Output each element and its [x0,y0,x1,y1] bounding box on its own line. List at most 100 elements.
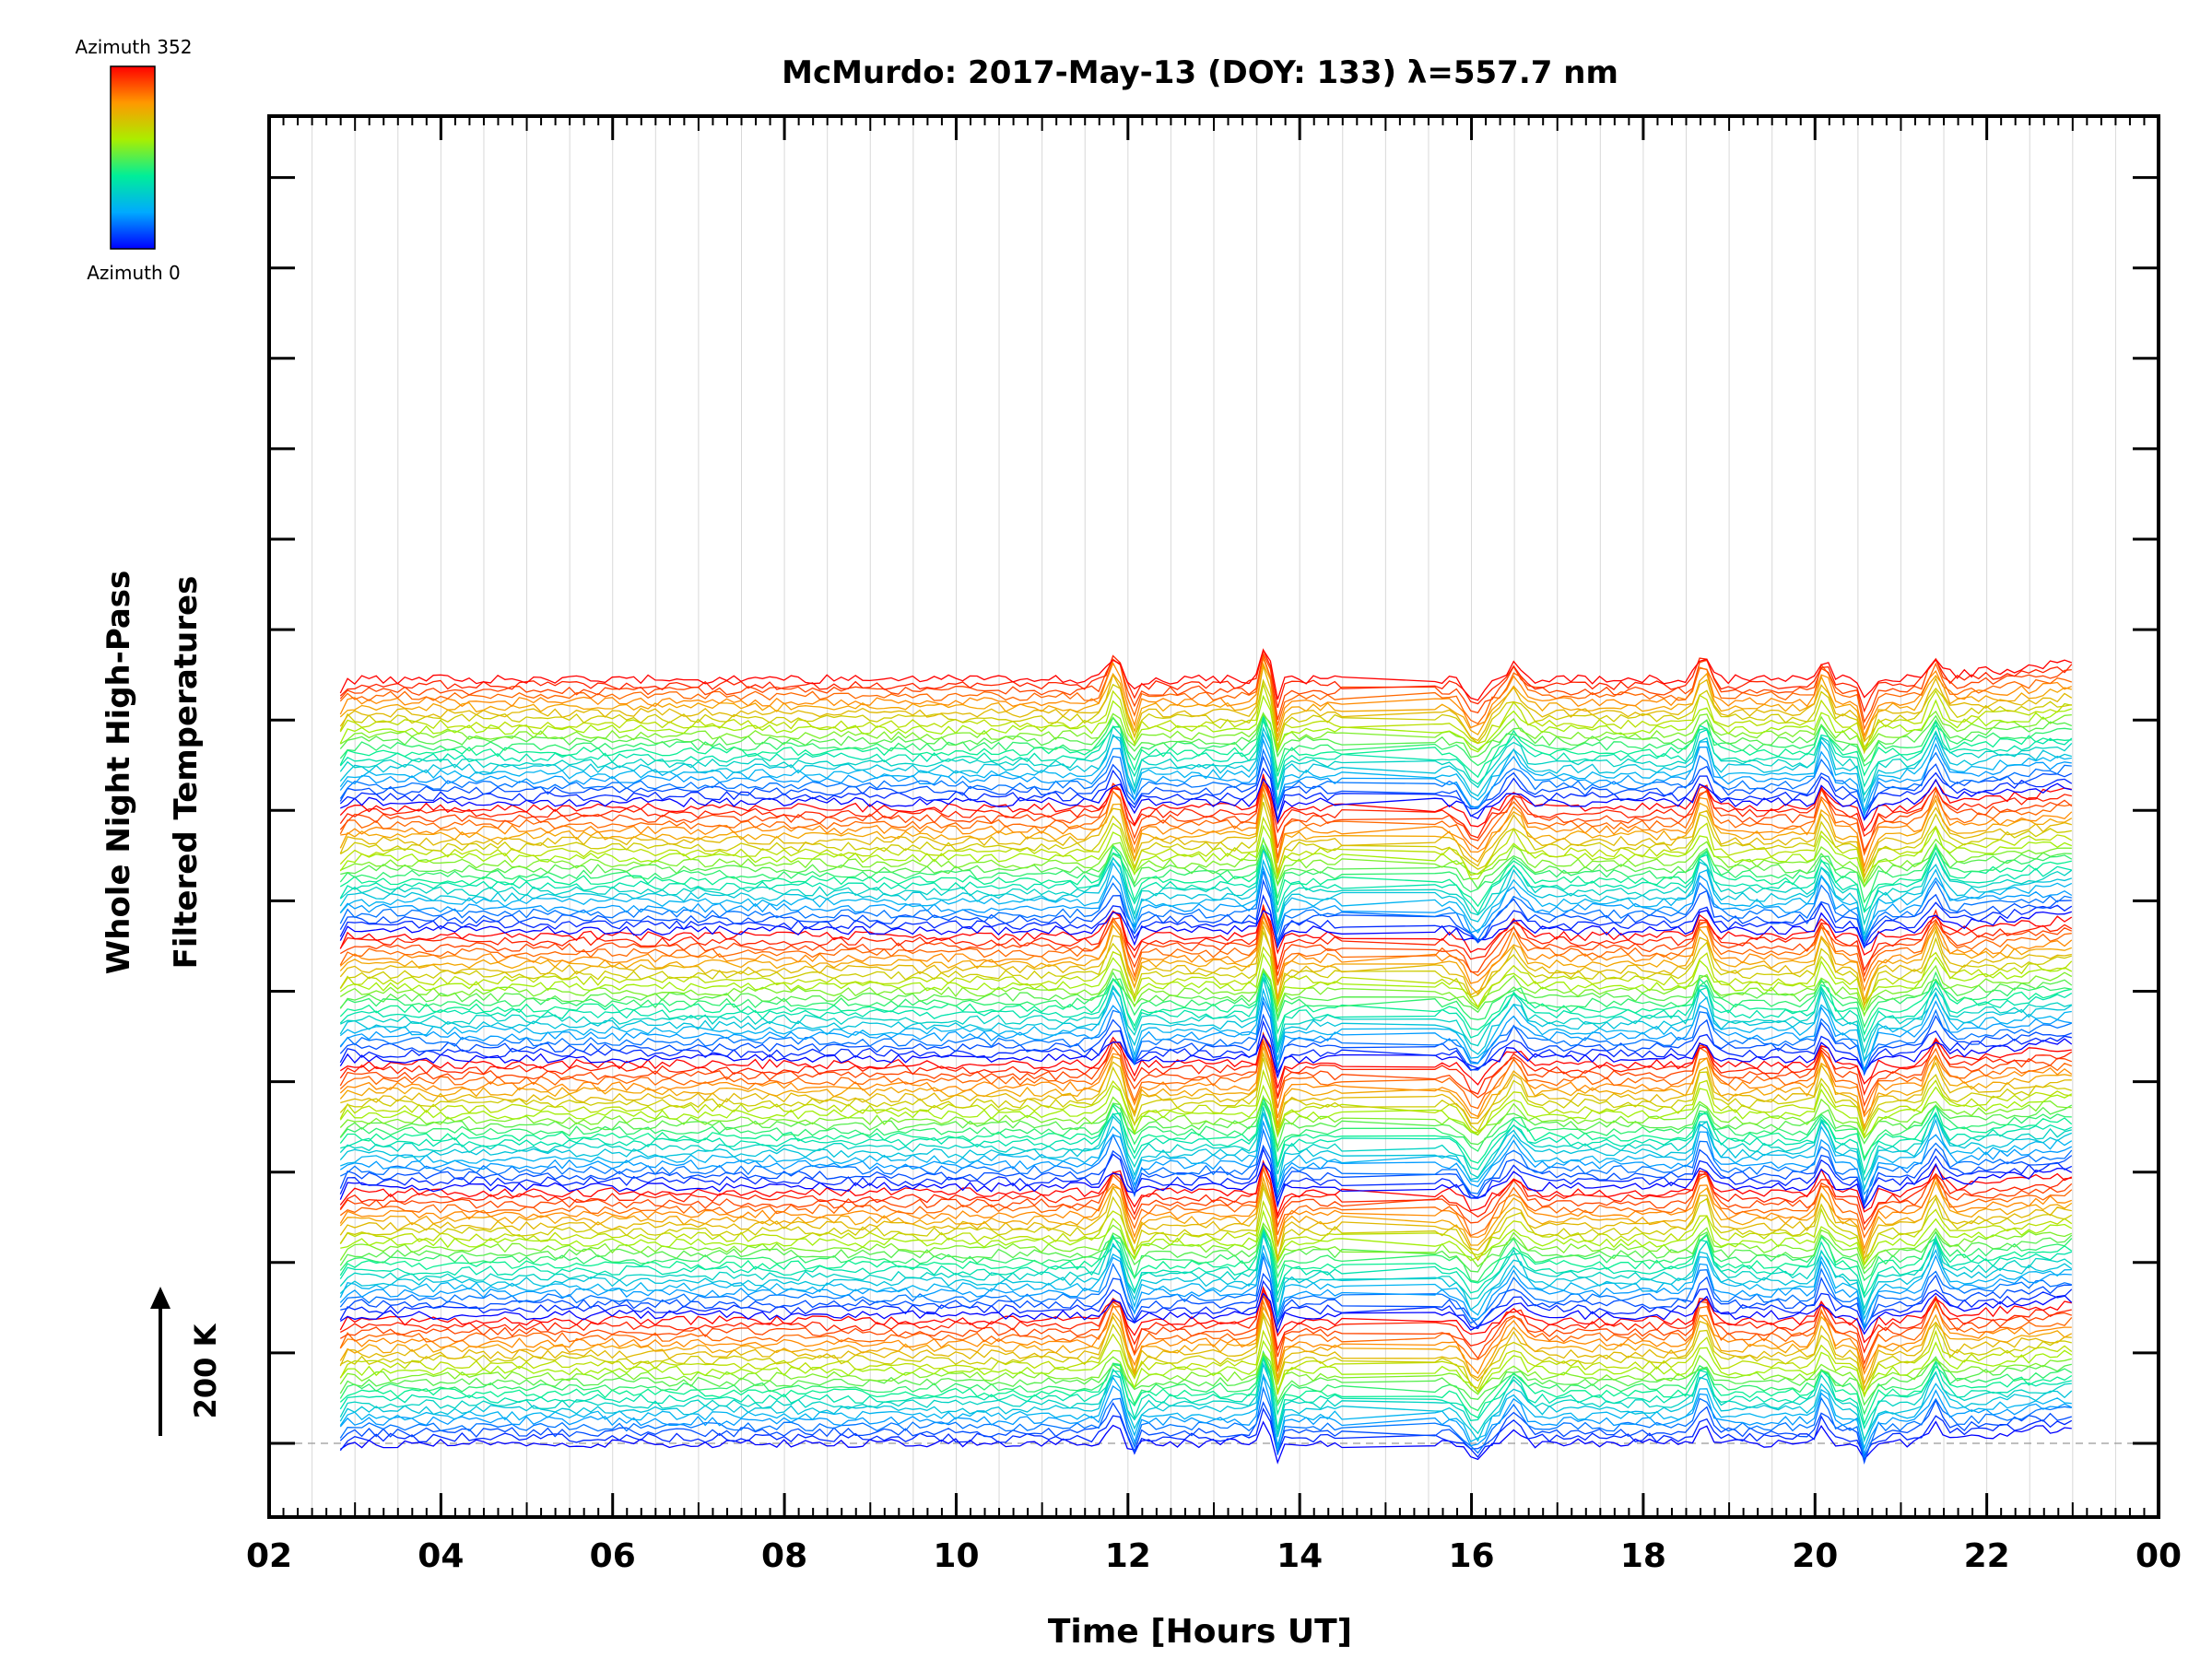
azimuth-series-line [339,1096,2072,1139]
azimuth-series-line [339,865,2073,941]
azimuth-series-line [339,1349,2073,1416]
azimuth-series-line [339,878,2072,947]
azimuth-series-line [339,732,2072,812]
tick-labels: 02 04 06 08 10 12 14 16 18 20 22 00 [246,1537,2182,1575]
azimuth-series-line [339,694,2073,753]
azimuth-series-line [339,1046,2072,1131]
x-tick-label: 10 [933,1537,979,1575]
azimuth-series-line [339,1222,2073,1270]
azimuth-series-line [339,987,2072,1063]
azimuth-series-line [339,904,2073,978]
azimuth-series-line [339,710,2072,754]
x-tick-label: 20 [1792,1537,1838,1575]
azimuth-series-line [339,836,2073,904]
colorbar-bottom-label: Azimuth 0 [87,262,181,284]
azimuth-series-line [339,1159,2073,1218]
azimuth-series-line [339,1144,2073,1205]
scale-arrowhead [150,1287,171,1309]
azimuth-series-line [339,946,2073,1008]
azimuth-series-line [339,952,2073,1012]
azimuth-series-line [339,1199,2073,1266]
x-tick-label: 04 [418,1537,464,1575]
x-tick-label: 22 [1964,1537,2010,1575]
azimuth-series-line [339,787,2073,874]
azimuth-series-line [339,1362,2073,1442]
azimuth-series-line [339,794,2072,879]
scale-label: 200 K [188,1323,223,1418]
azimuth-series-line [339,718,2072,779]
series-layer [339,648,2073,1465]
azimuth-series-line [339,970,2073,1018]
azimuth-series-line [339,1161,2073,1210]
x-tick-label: 08 [761,1537,807,1575]
azimuth-series-line [339,653,2073,731]
azimuth-series-line [339,1375,2073,1456]
azimuth-series-line [340,777,2072,824]
azimuth-series-line [339,1161,2073,1231]
azimuth-series-line [339,1372,2072,1451]
azimuth-series-line [339,782,2072,858]
azimuth-series-line [339,849,2072,935]
azimuth-series-line [339,718,2073,788]
azimuth-series-line [339,665,2073,743]
azimuth-series-line [339,1101,2072,1160]
azimuth-series-line [340,1098,2073,1176]
azimuth-series-line [339,1293,2073,1366]
azimuth-series-line [339,858,2073,943]
azimuth-series-line [339,1231,2073,1316]
azimuth-series-line [340,1052,2072,1129]
ticks [267,116,2160,1517]
azimuth-series-line [339,913,2073,993]
azimuth-series-line [339,1251,2072,1329]
azimuth-series-line [339,648,2073,713]
azimuth-series-line [339,1420,2072,1465]
azimuth-series-line [339,1351,2072,1406]
azimuth-series-line [339,1352,2072,1395]
y-axis-label-line1: Whole Night High-Pass [100,571,137,975]
azimuth-series-line [339,1224,2073,1283]
azimuth-series-line [339,920,2073,1003]
azimuth-series-line [339,755,2073,816]
azimuth-series-line [339,1245,2072,1321]
azimuth-series-line [339,911,2072,983]
azimuth-series-line [339,1292,2073,1335]
x-tick-label: 18 [1620,1537,1666,1575]
azimuth-series-line [339,715,2073,796]
azimuth-series-line [339,772,2072,832]
azimuth-series-line [339,1228,2073,1299]
azimuth-series-line [339,774,2072,839]
azimuth-series-line [339,737,2072,818]
azimuth-series-line [339,929,2072,1006]
azimuth-series-line [339,871,2072,943]
azimuth-series-line [339,1038,2073,1116]
azimuth-series-line [340,1209,2073,1266]
azimuth-series-line [339,662,2072,743]
azimuth-series-line [339,655,2073,738]
azimuth-series-line [339,1230,2073,1311]
azimuth-series-line [339,968,2072,1029]
azimuth-series-line [340,787,2073,869]
azimuth-series-line [339,824,2073,884]
azimuth-series-line [339,1167,2073,1251]
chart-title: McMurdo: 2017-May-13 (DOY: 133) λ=557.7 … [782,54,1618,91]
azimuth-series-line [339,1106,2073,1192]
azimuth-series-line [340,838,2072,888]
azimuth-series-line [339,1312,2072,1392]
x-tick-label: 14 [1277,1537,1323,1575]
azimuth-series-line [339,844,2072,915]
azimuth-series-line [339,1227,2073,1297]
azimuth-series-line [339,1184,2073,1262]
azimuth-series-line [339,909,2072,947]
azimuth-series-line [339,1299,2072,1375]
azimuth-series-line [339,995,2072,1074]
azimuth-series-line [339,1305,2073,1386]
azimuth-series-line [339,1147,2073,1207]
azimuth-series-line [339,1033,2072,1088]
azimuth-series-line [339,843,2072,913]
azimuth-series-line [339,1339,2073,1398]
azimuth-series-line [339,1358,2072,1443]
azimuth-series-line [339,1385,2072,1460]
azimuth-series-line [339,1288,2072,1354]
azimuth-series-line [339,779,2073,853]
azimuth-series-line [339,1291,2073,1371]
